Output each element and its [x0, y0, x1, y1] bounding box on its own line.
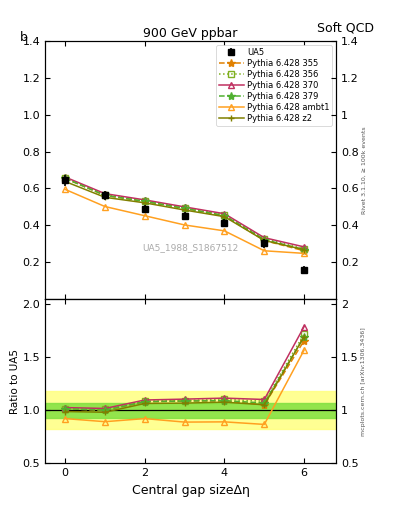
Pythia 6.428 379 [262, 237, 267, 243]
Pythia 6.428 ambt1 [222, 228, 227, 234]
Pythia 6.428 355 [302, 248, 307, 254]
Pythia 6.428 356 [182, 205, 187, 211]
Pythia 6.428 356 [103, 191, 107, 198]
Pythia 6.428 356 [142, 198, 147, 204]
Pythia 6.428 ambt1 [142, 212, 147, 219]
Pythia 6.428 z2 [182, 207, 187, 213]
Pythia 6.428 356 [222, 211, 227, 218]
Pythia 6.428 370 [182, 204, 187, 210]
Text: UA5_1988_S1867512: UA5_1988_S1867512 [143, 243, 239, 252]
Pythia 6.428 z2 [262, 238, 267, 244]
Y-axis label: mcplots.cern.ch [arXiv:1306.3436]: mcplots.cern.ch [arXiv:1306.3436] [361, 327, 366, 436]
Pythia 6.428 370 [63, 174, 68, 180]
Pythia 6.428 356 [63, 175, 68, 181]
X-axis label: Central gap sizeΔη: Central gap sizeΔη [132, 484, 250, 497]
Title: 900 GeV ppbar: 900 GeV ppbar [143, 27, 238, 40]
Pythia 6.428 z2 [142, 200, 147, 206]
Pythia 6.428 355 [182, 205, 187, 211]
Pythia 6.428 z2 [302, 247, 307, 253]
Pythia 6.428 ambt1 [182, 222, 187, 228]
Pythia 6.428 379 [222, 212, 227, 219]
Pythia 6.428 ambt1 [63, 186, 68, 193]
Legend: UA5, Pythia 6.428 355, Pythia 6.428 356, Pythia 6.428 370, Pythia 6.428 379, Pyt: UA5, Pythia 6.428 355, Pythia 6.428 356,… [216, 45, 332, 125]
Line: Pythia 6.428 ambt1: Pythia 6.428 ambt1 [62, 186, 308, 257]
Pythia 6.428 z2 [63, 178, 68, 184]
Pythia 6.428 370 [222, 210, 227, 217]
Pythia 6.428 356 [262, 236, 267, 242]
Pythia 6.428 370 [302, 244, 307, 250]
Pythia 6.428 ambt1 [103, 203, 107, 209]
Pythia 6.428 355 [103, 193, 107, 199]
Pythia 6.428 379 [182, 205, 187, 211]
Pythia 6.428 z2 [103, 194, 107, 200]
Pythia 6.428 ambt1 [302, 250, 307, 257]
Line: Pythia 6.428 z2: Pythia 6.428 z2 [62, 178, 308, 253]
Pythia 6.428 370 [103, 190, 107, 197]
Pythia 6.428 379 [103, 192, 107, 198]
Pythia 6.428 379 [142, 198, 147, 204]
Pythia 6.428 355 [262, 238, 267, 244]
Y-axis label: Ratio to UA5: Ratio to UA5 [10, 349, 20, 414]
Pythia 6.428 370 [262, 234, 267, 241]
Pythia 6.428 355 [63, 175, 68, 181]
Pythia 6.428 ambt1 [262, 248, 267, 254]
Text: Soft QCD: Soft QCD [317, 22, 374, 34]
Line: Pythia 6.428 379: Pythia 6.428 379 [61, 174, 309, 254]
Y-axis label: Rivet 3.1.10, ≥ 100k events: Rivet 3.1.10, ≥ 100k events [362, 126, 366, 214]
Pythia 6.428 355 [142, 198, 147, 204]
Pythia 6.428 356 [302, 246, 307, 252]
Line: Pythia 6.428 370: Pythia 6.428 370 [62, 174, 308, 250]
Pythia 6.428 379 [63, 175, 68, 181]
Line: Pythia 6.428 356: Pythia 6.428 356 [62, 176, 307, 252]
Pythia 6.428 379 [302, 247, 307, 253]
Line: Pythia 6.428 355: Pythia 6.428 355 [61, 174, 309, 255]
Pythia 6.428 370 [142, 197, 147, 203]
Pythia 6.428 355 [222, 212, 227, 219]
Pythia 6.428 z2 [222, 214, 227, 220]
Y-axis label: b: b [19, 31, 28, 44]
